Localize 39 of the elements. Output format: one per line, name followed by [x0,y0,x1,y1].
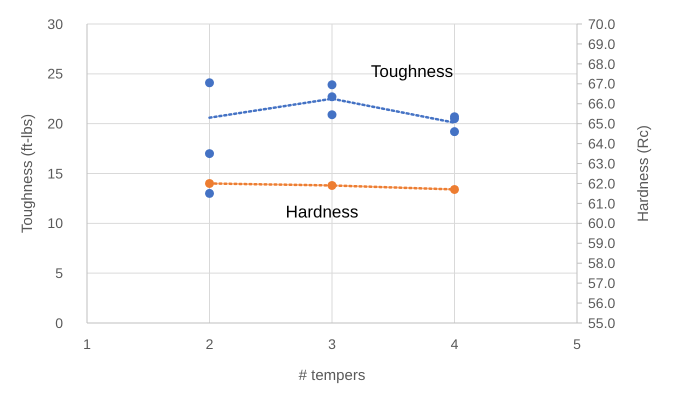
x-axis-title: # tempers [298,367,366,384]
y-axis-title: Toughness (ft-lbs) [19,114,36,234]
y-tick-label: 5 [55,265,64,282]
series-label: Toughness [370,62,454,81]
y2-tick-label: 62.0 [588,175,616,192]
y2-tick-label: 59.0 [588,235,616,252]
y2-tick-label: 70.0 [588,16,616,32]
point [205,78,214,88]
y2-tick-label: 67.0 [588,76,616,92]
y2-axis-title: Hardness (Rc) [635,125,652,222]
point [328,110,336,120]
x-tick-label: 4 [450,336,459,352]
y2-tick-label: 57.0 [588,275,616,292]
point [450,127,459,136]
x-tick-label: 5 [573,336,582,352]
y2-tick-label: 64.0 [588,136,616,152]
y2-tick-label: 56.0 [588,294,616,311]
y2-tick-label: 68.0 [588,56,616,72]
y-tick-label: 20 [47,116,64,132]
y-tick-label: 10 [47,215,64,232]
series-label: Hardness [286,202,358,222]
x-tick-label: 2 [206,336,214,352]
y2-tick-label: 58.0 [588,255,616,272]
y-tick-label: 25 [47,66,64,82]
y2-tick-label: 60.0 [588,215,616,232]
y2-tick-label: 55.0 [588,314,616,331]
point [328,80,336,90]
point [205,188,214,198]
point [205,149,214,158]
y-tick-label: 30 [47,16,64,32]
y2-tick-label: 63.0 [588,155,616,172]
y2-tick-label: 66.0 [588,96,616,112]
y2-tick-label: 65.0 [588,116,616,132]
y2-tick-label: 69.0 [588,36,616,52]
x-tick-label: 1 [83,336,92,352]
y2-tick-label: 61.0 [588,195,616,212]
y-tick-label: 15 [47,165,64,182]
x-tick-label: 3 [328,336,336,352]
y-tick-label: 0 [55,314,64,331]
